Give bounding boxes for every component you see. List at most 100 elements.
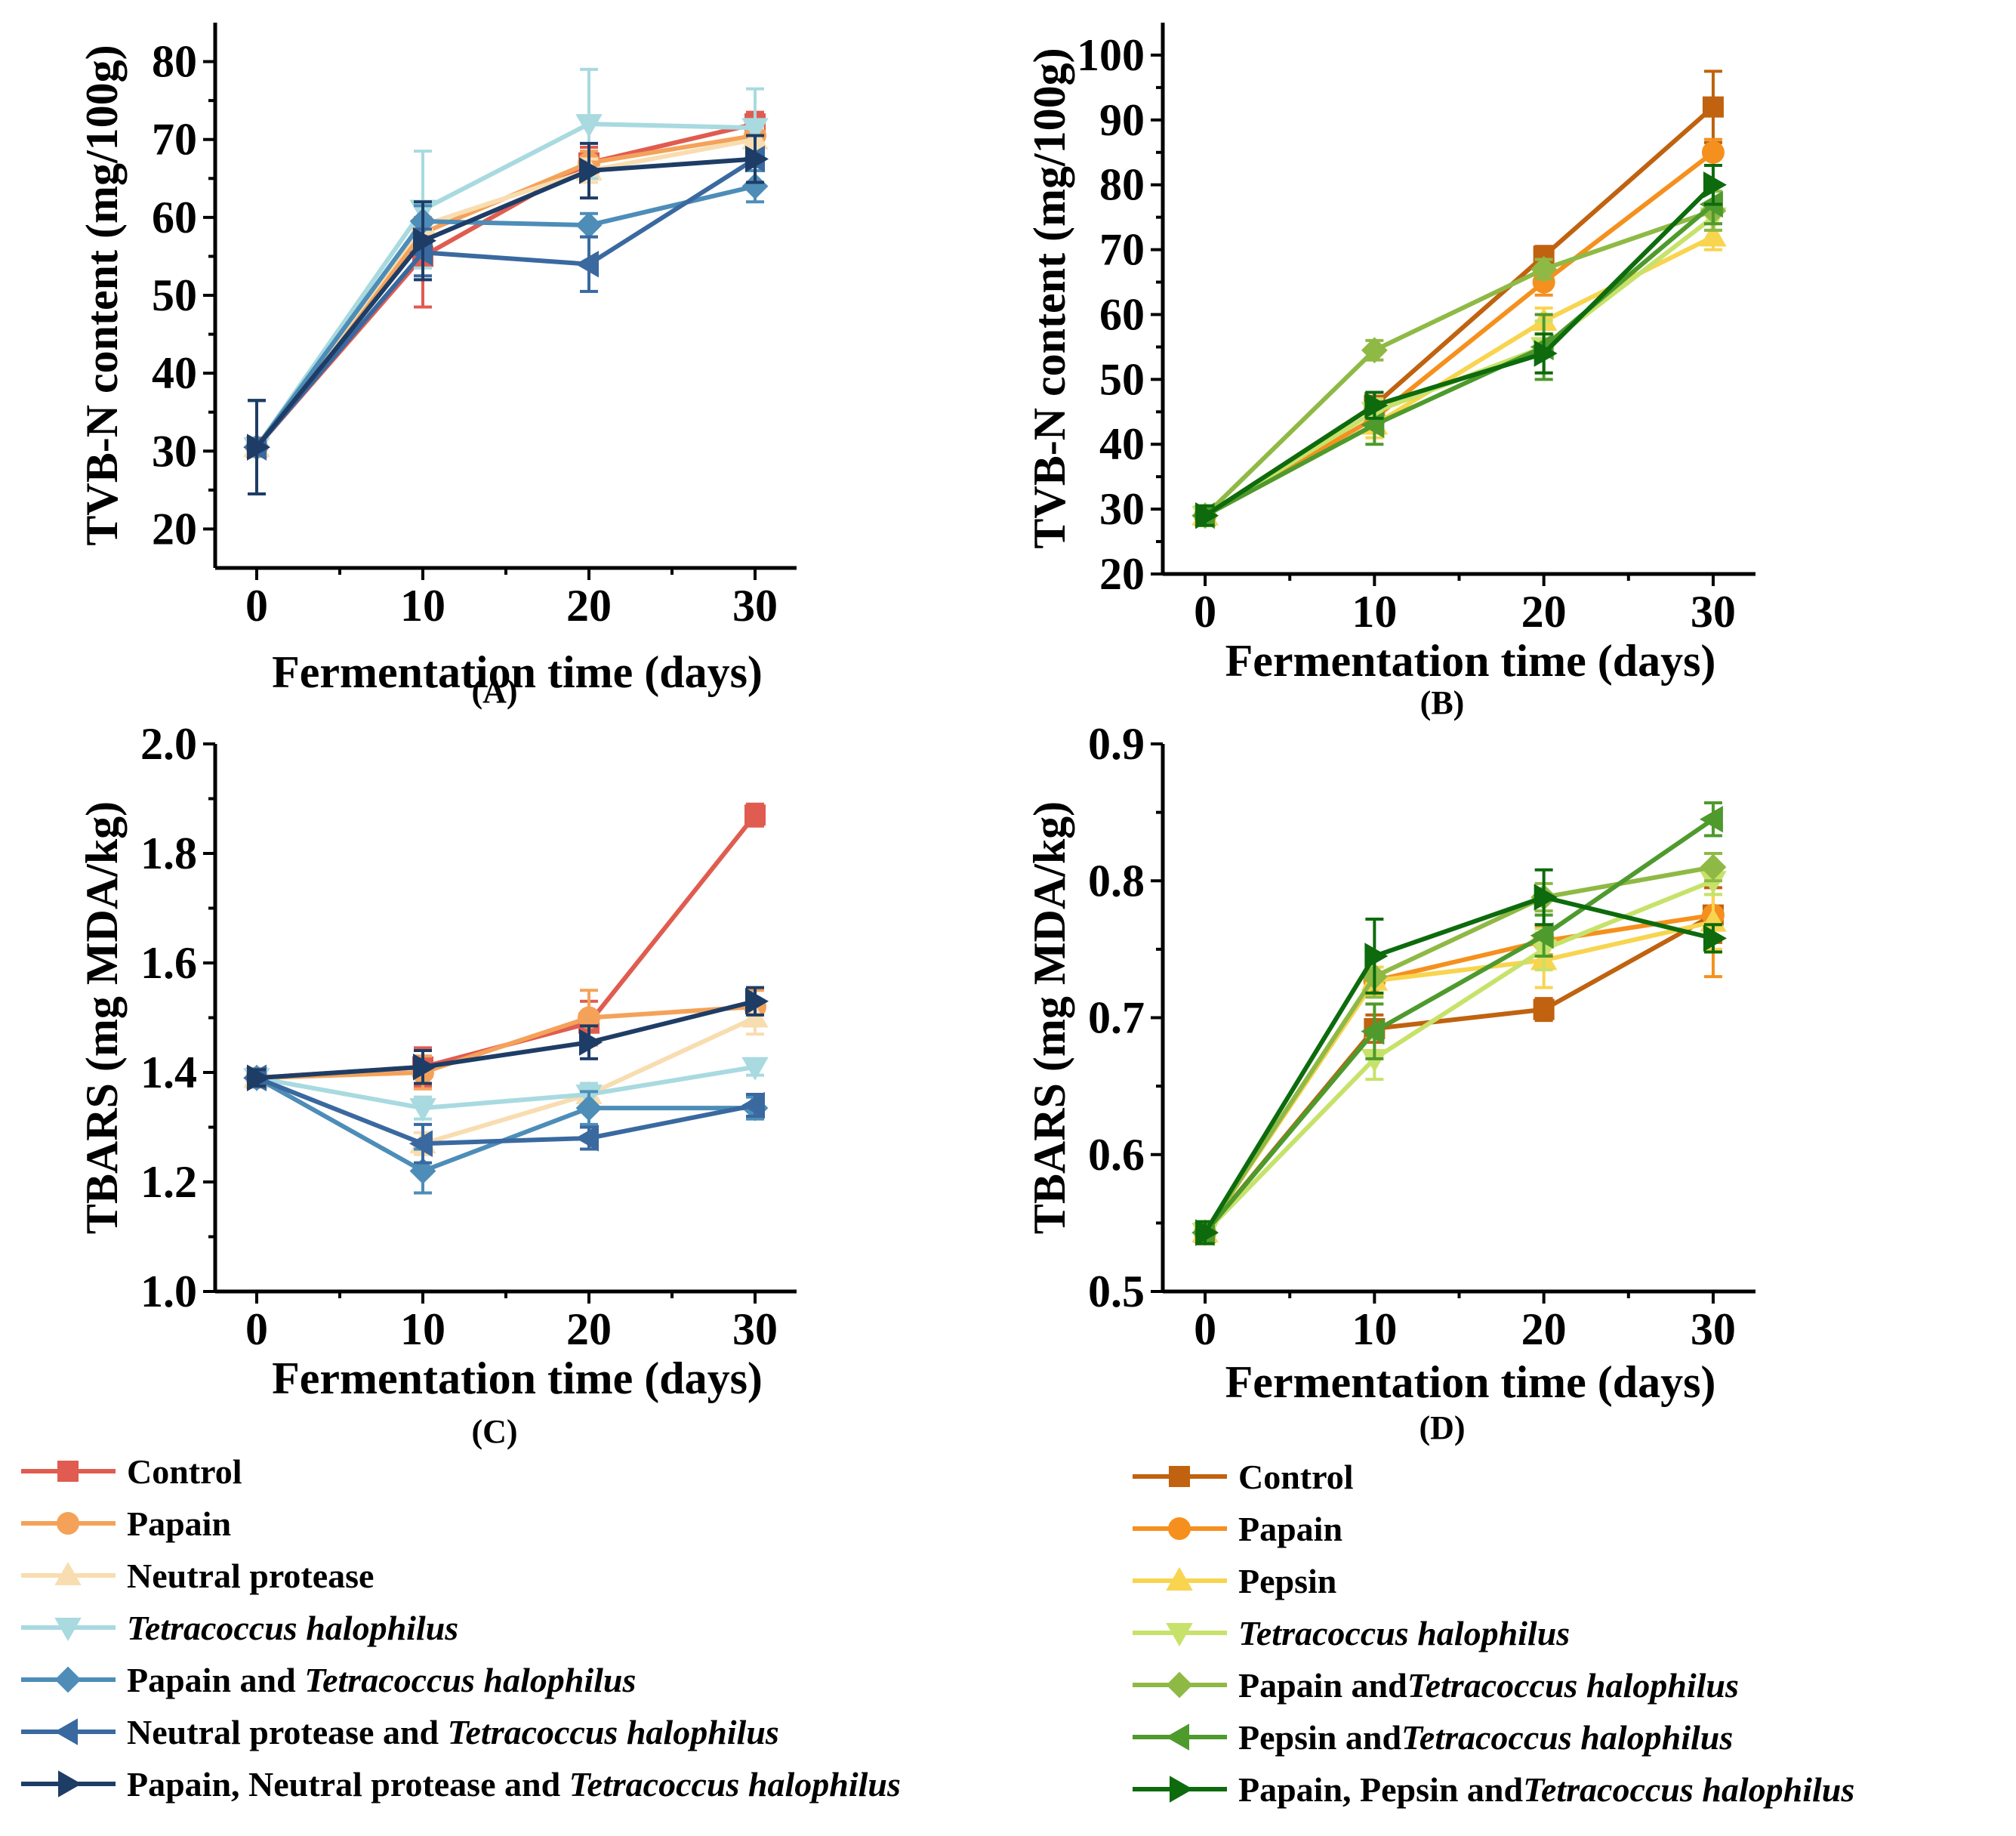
series-line xyxy=(1204,202,1715,518)
legend-label: Neutral protease xyxy=(127,1557,374,1595)
series-2 xyxy=(1194,852,1725,1245)
x-tick-label: 0 xyxy=(245,581,268,631)
series-3 xyxy=(243,125,769,496)
data-point xyxy=(1703,171,1727,199)
data-point xyxy=(1361,337,1388,364)
legend-label-text: Papain and xyxy=(1238,1666,1407,1705)
y-tick-label: 30 xyxy=(1099,484,1145,534)
series-7 xyxy=(1195,868,1727,1246)
data-point xyxy=(744,804,766,826)
series-6 xyxy=(1191,801,1723,1246)
series-3 xyxy=(1191,893,1727,1245)
legend-label: Tetracoccus halophilus xyxy=(127,1609,458,1647)
legend-marker xyxy=(54,1561,82,1585)
legend-label: Papain, Neutral protease and Tetracoccus… xyxy=(127,1765,901,1804)
series-line xyxy=(256,1004,756,1081)
legend-label-text: Control xyxy=(127,1452,242,1491)
data-point xyxy=(745,988,769,1015)
legend-marker xyxy=(1165,1723,1189,1751)
legend-label-italic: Tetracoccus halophilus xyxy=(448,1713,779,1751)
series-line xyxy=(254,122,756,449)
x-tick-label: 10 xyxy=(400,581,445,631)
x-tick-label: 30 xyxy=(1691,587,1736,637)
y-tick-label: 50 xyxy=(152,270,197,320)
panel-label: (C) xyxy=(471,1413,517,1450)
x-tick-label: 10 xyxy=(1352,587,1397,637)
data-point xyxy=(741,1091,765,1119)
legend-label-italic: Tetracoccus halophilus xyxy=(1401,1718,1733,1757)
legend-label: Papain xyxy=(127,1504,231,1543)
series-line xyxy=(254,137,756,449)
y-tick-label: 30 xyxy=(152,426,197,476)
series-line xyxy=(256,998,756,1081)
legend-item: Tetracoccus halophilus xyxy=(21,1609,458,1647)
x-tick-label: 10 xyxy=(400,1304,445,1354)
series-4 xyxy=(243,1057,769,1122)
series-line xyxy=(1203,878,1715,1235)
series-7 xyxy=(247,986,769,1091)
x-tick-label: 30 xyxy=(732,581,778,631)
legend-right: Control Papain Pepsin Tetracoccus halophilu… xyxy=(1133,1458,1854,1809)
x-axis-title: Fermentation time (days) xyxy=(1225,1357,1716,1407)
data-point xyxy=(1364,391,1389,419)
data-point xyxy=(575,251,599,278)
x-tick-label: 20 xyxy=(1521,1304,1567,1354)
data-point xyxy=(1195,1219,1219,1246)
x-tick-label: 20 xyxy=(566,581,612,631)
data-point xyxy=(741,1057,769,1081)
y-tick-label: 0.8 xyxy=(1088,856,1145,906)
y-tick-label: 50 xyxy=(1099,354,1145,404)
series-1 xyxy=(246,110,766,496)
series-6 xyxy=(242,134,765,496)
legend-marker xyxy=(58,1770,82,1797)
data-point xyxy=(409,1158,436,1184)
data-point xyxy=(1534,340,1558,367)
y-tick-label: 60 xyxy=(1099,289,1145,339)
data-point xyxy=(1534,884,1558,911)
y-axis-title: TBARS (mg MDA/kg) xyxy=(1025,801,1074,1234)
y-tick-label: 40 xyxy=(152,348,197,398)
data-point xyxy=(1530,922,1554,949)
y-tick-label: 90 xyxy=(1099,95,1145,145)
legend-marker xyxy=(57,1512,79,1535)
x-tick-label: 20 xyxy=(566,1304,612,1354)
series-4 xyxy=(243,67,769,496)
series-line xyxy=(1203,912,1714,1234)
data-point xyxy=(1533,998,1555,1020)
legend-item: Pepsin xyxy=(1133,1562,1336,1600)
legend-marker xyxy=(54,1618,82,1642)
legend-label-text: Control xyxy=(1238,1458,1354,1496)
x-tick-label: 20 xyxy=(1521,587,1567,637)
legend-item: Tetracoccus halophilus xyxy=(1133,1614,1570,1652)
series-line xyxy=(255,1075,756,1146)
legend-label-text: Papain xyxy=(127,1504,231,1543)
data-point xyxy=(409,1098,436,1122)
series-line xyxy=(1203,919,1714,1234)
data-point xyxy=(247,1064,271,1091)
series-line xyxy=(1203,895,1714,1234)
legend-marker xyxy=(57,1461,79,1482)
legend-label-text: Papain and xyxy=(127,1661,304,1699)
series-line xyxy=(254,156,757,449)
x-tick-label: 0 xyxy=(245,1304,268,1354)
data-point xyxy=(1699,805,1723,833)
legend-marker xyxy=(1170,1776,1194,1803)
panel-label: (D) xyxy=(1419,1409,1465,1446)
data-point xyxy=(575,1125,599,1152)
data-point xyxy=(1530,255,1558,282)
legend-label-text: Papain, Neutral protease and xyxy=(127,1765,569,1804)
legend-item: Papain, Pepsin andTetracoccus halophilus xyxy=(1133,1770,1854,1809)
x-tick-label: 0 xyxy=(1194,1304,1216,1354)
y-tick-label: 1.0 xyxy=(140,1267,197,1316)
y-axis-title: TBARS (mg MDA/kg) xyxy=(77,801,127,1234)
series-5 xyxy=(1191,852,1727,1246)
legend-label: Papain xyxy=(1238,1510,1342,1548)
legend-item: Papain and Tetracoccus halophilus xyxy=(21,1661,636,1699)
legend-label-text: Neutral protease xyxy=(127,1557,374,1595)
legend-item: Neutral protease and Tetracoccus halophi… xyxy=(21,1713,779,1751)
legend-item: Neutral protease xyxy=(21,1557,374,1595)
y-tick-label: 20 xyxy=(1099,549,1145,599)
